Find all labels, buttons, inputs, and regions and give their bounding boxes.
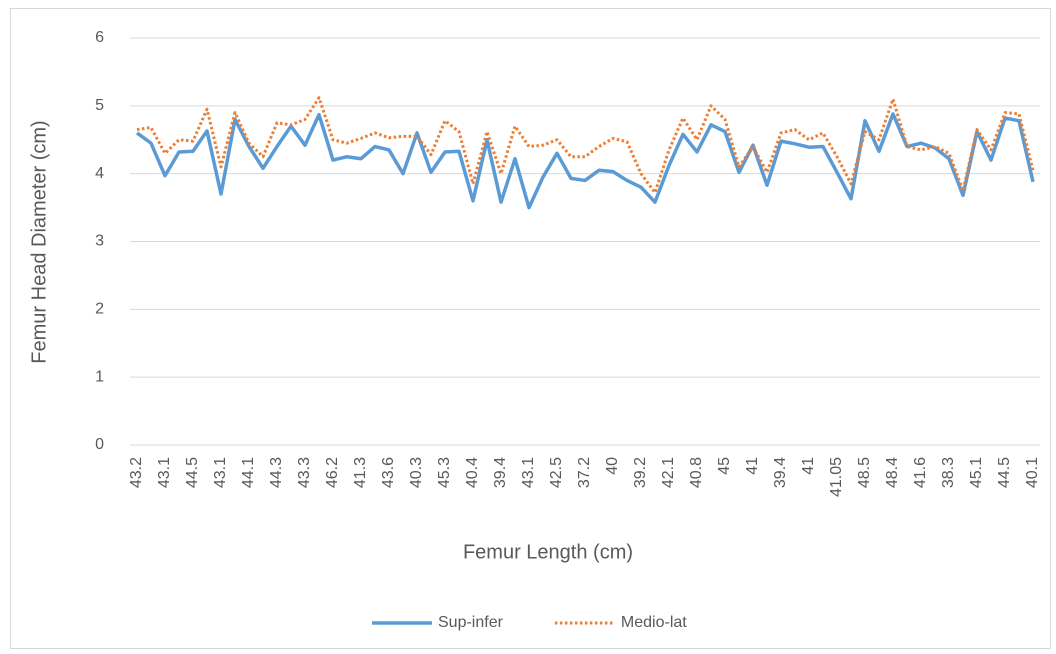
x-axis-title: Femur Length (cm) [463, 541, 633, 563]
x-tick-label: 44.5 [996, 457, 1013, 488]
y-tick-label: 5 [95, 97, 104, 114]
y-tick-label: 3 [95, 233, 104, 250]
x-tick-label: 37.2 [576, 457, 593, 488]
x-tick-label: 41.6 [912, 457, 929, 488]
x-tick-label: 43.3 [296, 457, 313, 488]
x-tick-label: 44.5 [184, 457, 201, 488]
x-tick-label: 43.1 [520, 457, 537, 488]
x-tick-label: 43.1 [156, 457, 173, 488]
x-tick-label: 41.3 [352, 457, 369, 488]
legend-label: Sup-infer [438, 614, 504, 631]
series-line [135, 112, 1035, 210]
x-tick-label: 48.4 [884, 457, 901, 488]
x-tick-label: 41 [800, 457, 817, 475]
x-tick-label: 48.5 [856, 457, 873, 488]
y-axis-title: Femur Head Diameter (cm) [28, 120, 50, 363]
x-tick-label: 40.1 [1024, 457, 1041, 488]
y-tick-label: 6 [95, 29, 104, 46]
x-tick-label: 44.1 [240, 457, 257, 488]
x-tick-label: 40 [604, 457, 621, 475]
x-tick-label: 44.3 [268, 457, 285, 488]
x-tick-label: 40.4 [464, 457, 481, 488]
x-tick-label: 41.05 [828, 457, 845, 497]
x-tick-label: 43.6 [380, 457, 397, 488]
series-line [136, 96, 1035, 195]
x-tick-label: 43.2 [128, 457, 145, 488]
chart-frame [10, 8, 1051, 649]
x-tick-label: 38.3 [940, 457, 957, 488]
y-tick-label: 1 [95, 368, 104, 385]
y-tick-label: 0 [95, 436, 104, 453]
x-tick-label: 40.3 [408, 457, 425, 488]
x-tick-label: 45.3 [436, 457, 453, 488]
x-tick-label: 41 [744, 457, 761, 475]
x-tick-label: 42.5 [548, 457, 565, 488]
legend-label: Medio-lat [621, 614, 687, 631]
x-tick-label: 39.4 [492, 457, 509, 488]
x-tick-label: 40.8 [688, 457, 705, 488]
x-tick-label: 43.1 [212, 457, 229, 488]
y-tick-label: 2 [95, 301, 104, 318]
x-tick-label: 39.4 [772, 457, 789, 488]
x-tick-label: 46.2 [324, 457, 341, 488]
x-tick-label: 42.1 [660, 457, 677, 488]
x-tick-label: 45 [716, 457, 733, 475]
y-tick-label: 4 [95, 165, 104, 182]
x-tick-label: 45.1 [968, 457, 985, 488]
x-tick-label: 39.2 [632, 457, 649, 488]
